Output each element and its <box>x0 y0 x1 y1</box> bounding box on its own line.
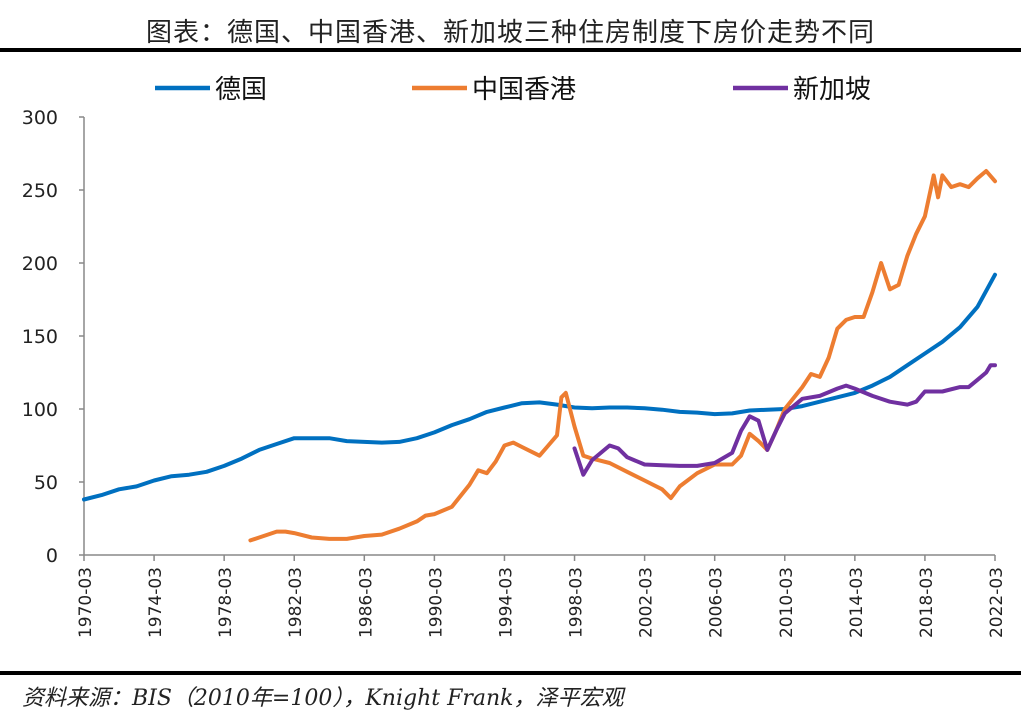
x-tick-label: 1994-03 <box>496 567 516 638</box>
x-tick-label: 2018-03 <box>917 567 937 638</box>
chart-title: 图表：德国、中国香港、新加坡三种住房制度下房价走势不同 <box>145 18 875 48</box>
x-tick-label: 2006-03 <box>707 567 727 638</box>
legend-label: 德国 <box>215 75 267 105</box>
x-tick-label: 1970-03 <box>76 567 96 638</box>
series-line-0 <box>82 272 997 502</box>
top-rule <box>0 48 1021 52</box>
source-note: 资料来源：BIS（2010年=100），Knight Frank，泽平宏观 <box>22 686 624 711</box>
x-tick-label: 1990-03 <box>426 567 446 638</box>
x-tick-label: 1982-03 <box>286 567 306 638</box>
y-tick-label: 300 <box>22 107 58 129</box>
bottom-rule <box>0 671 1021 675</box>
x-tick-label: 1974-03 <box>146 567 166 638</box>
y-tick-label: 150 <box>22 326 58 348</box>
y-tick-label: 50 <box>34 472 58 494</box>
legend-label: 新加坡 <box>793 75 871 105</box>
x-tick-label: 2022-03 <box>987 567 1007 638</box>
y-tick-label: 100 <box>22 399 58 421</box>
legend-label: 中国香港 <box>472 75 576 105</box>
x-tick-label: 1998-03 <box>567 567 587 638</box>
x-tick-label: 2002-03 <box>637 567 657 638</box>
x-tick-label: 1978-03 <box>216 567 236 638</box>
y-tick-label: 250 <box>22 180 58 202</box>
x-tick-label: 2010-03 <box>777 567 797 638</box>
y-tick-label: 200 <box>22 253 58 275</box>
x-tick-label: 2014-03 <box>847 567 867 638</box>
series-line-1 <box>248 169 997 543</box>
x-tick-label: 1986-03 <box>356 567 376 638</box>
series-line-2 <box>572 363 997 477</box>
y-tick-label: 0 <box>46 545 58 567</box>
